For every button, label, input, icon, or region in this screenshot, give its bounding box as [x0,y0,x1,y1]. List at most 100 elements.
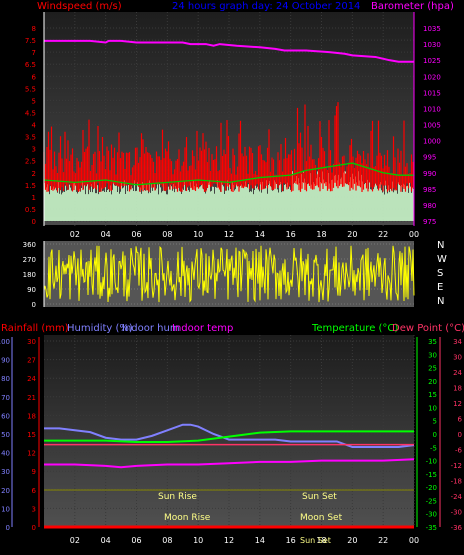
x-tick-label: 18 [316,536,326,545]
dewpoint-tick-label: -6 [455,447,463,455]
humidity-tick-label: 80 [1,375,10,383]
compass-label: N [437,296,444,307]
dewpoint-tick-label: -24 [451,493,463,501]
temperature-tick-label: -20 [426,484,437,492]
temperature-tick-label: 30 [428,351,437,359]
rain-tick-label: 0 [32,524,36,532]
wind-tick-label: 2 [32,170,36,178]
humidity-tick-label: 0 [6,524,10,532]
humidity-tick-label: 10 [1,505,10,513]
sun-set-label: Sun Set [302,492,337,502]
wind-tick-label: 5.5 [25,85,36,93]
barometer-tick-label: 1020 [423,73,441,81]
indoor-hum-legend: Indoor hum [122,323,180,334]
dewpoint-tick-label: 24 [453,369,462,377]
barometer-axis-label: Barometer (hpa) [371,1,454,12]
wind-tick-label: 0.5 [25,206,36,214]
rain-tick-label: 24 [27,375,36,383]
humidity-tick-label: 40 [1,450,10,458]
compass-label: S [437,268,443,279]
temperature-tick-label: -35 [426,524,437,532]
wind-tick-label: 6 [32,73,37,81]
humidity-tick-label: 60 [1,412,10,420]
x-tick-label: 06 [131,230,141,239]
barometer-tick-label: 1025 [423,57,441,65]
rain-tick-label: 21 [27,394,36,402]
barometer-tick-label: 995 [423,154,436,162]
barometer-tick-label: 985 [423,186,436,194]
wind-tick-label: 5 [32,97,36,105]
humidity-tick-label: 20 [1,487,10,495]
wind-tick-label: 4 [32,122,37,130]
sun-set-bottom-label: Sun Set [300,536,331,545]
wind-tick-label: 7.5 [25,37,36,45]
dewpoint-tick-label: -12 [451,462,462,470]
compass-label: W [437,254,447,265]
x-tick-label: 22 [378,536,388,545]
indoor-temp-legend: Indoor temp [172,323,233,334]
wind-panel-axes: 0 0.5 1 1.5 2 2.5 3 3.5 4 4.5 5 5.5 6 6.5 7 7.5 8 975 980 9… [25,25,441,239]
humidity-tick-label: 50 [1,431,10,439]
dewpoint-tick-label: 34 [453,338,462,346]
temp-panel-axes: 0102030405060708090100036912151821242730… [0,338,463,545]
wind-tick-label: 1.5 [25,182,36,190]
wind-tick-label: 2.5 [25,158,36,166]
temperature-tick-label: 10 [428,404,437,412]
temperature-tick-label: -10 [426,458,437,466]
rain-tick-label: 30 [27,338,36,346]
indoor-temp-line [44,458,415,469]
direction-tick-label: 180 [23,271,36,279]
rain-tick-label: 3 [32,505,36,513]
rainfall-legend: Rainfall (mm) [1,323,69,334]
dewpoint-tick-label: 0 [458,431,462,439]
wind-speed-bars [43,102,414,193]
barometer-tick-label: 1015 [423,89,441,97]
direction-panel-axes: 0 90 180 270 360 [23,241,36,309]
x-tick-label: 08 [162,230,172,239]
wind-tick-label: 1 [32,194,36,202]
compass-label: E [437,282,443,293]
barometer-tick-label: 975 [423,218,436,226]
humidity-tick-label: 100 [0,338,10,346]
barometer-tick-label: 980 [423,202,436,210]
x-tick-label: 04 [101,230,111,239]
x-tick-label: 06 [131,536,141,545]
rain-tick-label: 12 [27,450,36,458]
humidity-legend: Humidity (%) [67,323,133,334]
wind-tick-label: 4.5 [25,109,36,117]
direction-tick-label: 90 [27,286,36,294]
x-tick-label: 12 [224,536,234,545]
dewpoint-tick-label: -36 [451,524,463,532]
wind-average-line [43,162,414,186]
x-tick-label: 02 [70,230,80,239]
dewpoint-tick-label: 12 [453,400,462,408]
x-tick-label: 22 [378,230,388,239]
moon-rise-label: Moon Rise [164,513,211,523]
x-tick-label: 20 [347,230,357,239]
x-tick-label: 10 [193,230,203,239]
temperature-tick-label: 5 [433,418,437,426]
x-tick-label: 14 [255,536,265,545]
dewpoint-tick-label: 30 [453,354,462,362]
windspeed-axis-label: Windspeed (m/s) [37,1,122,12]
temperature-tick-label: -25 [426,497,437,505]
barometer-line [44,39,414,63]
wind-tick-label: 8 [32,25,36,33]
dewpoint-tick-label: -30 [451,509,462,517]
temperature-tick-label: 35 [428,338,437,346]
barometer-tick-label: 1005 [423,122,441,130]
dewpoint-legend: Dew Point (°C) [392,323,464,334]
x-tick-label: 16 [286,230,296,239]
x-tick-label: 18 [316,230,326,239]
dewpoint-tick-label: -18 [451,478,462,486]
temperature-line [44,430,414,443]
rain-tick-label: 27 [27,357,36,365]
wind-tick-label: 7 [32,49,36,57]
x-tick-label: 12 [224,230,234,239]
x-tick-label: 04 [101,536,111,545]
x-tick-label: 14 [255,230,265,239]
x-tick-label: 08 [162,536,172,545]
